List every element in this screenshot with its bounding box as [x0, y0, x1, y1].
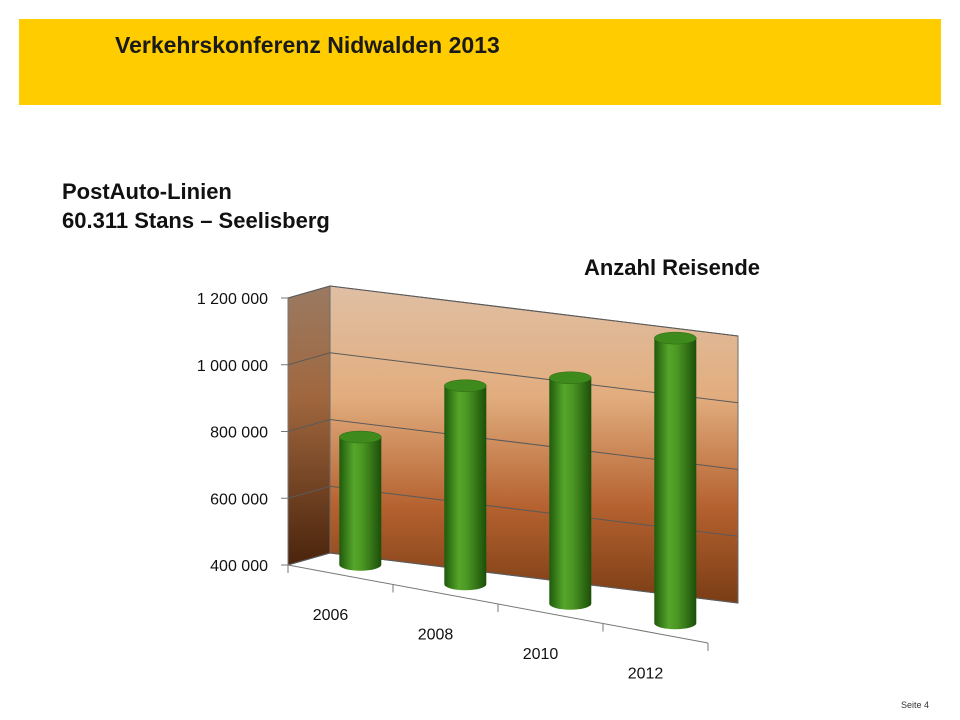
chart-gridlines [287, 285, 739, 604]
bar-2008 [444, 379, 487, 591]
y-tick-label: 600 000 [210, 491, 268, 508]
page-title: Verkehrskonferenz Nidwalden 2013 [115, 32, 500, 58]
gridline [287, 352, 739, 404]
gridline [287, 552, 739, 604]
chart-axes [281, 297, 709, 651]
chart-labels: 400 000 600 000 800 000 1 000 000 1 200 000 2… [197, 291, 664, 682]
y-tick-label: 800 000 [210, 425, 268, 442]
y-tick-label: 400 000 [210, 558, 268, 575]
x-tick-label: 2010 [523, 646, 559, 663]
bar-2010 [549, 371, 592, 610]
chart-subtitle: PostAuto-Linien 60.311 Stans – Seelisber… [62, 177, 330, 235]
bar-body [444, 385, 487, 591]
x-tick-label: 2008 [418, 626, 454, 643]
x-tick-label: 2006 [313, 607, 349, 624]
y-tick-label: 1 200 000 [197, 291, 268, 308]
bar-top [654, 331, 697, 345]
bar-2012 [654, 331, 697, 630]
bar-top [339, 430, 382, 444]
gridline [287, 418, 739, 470]
chart-title: Anzahl Reisende [584, 255, 760, 280]
bar-top [444, 379, 487, 392]
gridline [287, 485, 739, 537]
chart-bars [339, 331, 697, 630]
bar-body [549, 377, 592, 610]
subtitle-line-1: PostAuto-Linien [62, 179, 232, 204]
bar-top [549, 371, 592, 385]
bar-body [339, 437, 382, 571]
bar-body [654, 338, 697, 630]
page-number: Seite 4 [900, 700, 929, 710]
header-band [19, 19, 941, 105]
x-tick-label: 2012 [628, 665, 664, 682]
gridline [287, 285, 739, 337]
bar-2006 [339, 430, 382, 571]
y-tick-label: 1 000 000 [197, 358, 268, 375]
subtitle-line-2: 60.311 Stans – Seelisberg [62, 208, 330, 233]
